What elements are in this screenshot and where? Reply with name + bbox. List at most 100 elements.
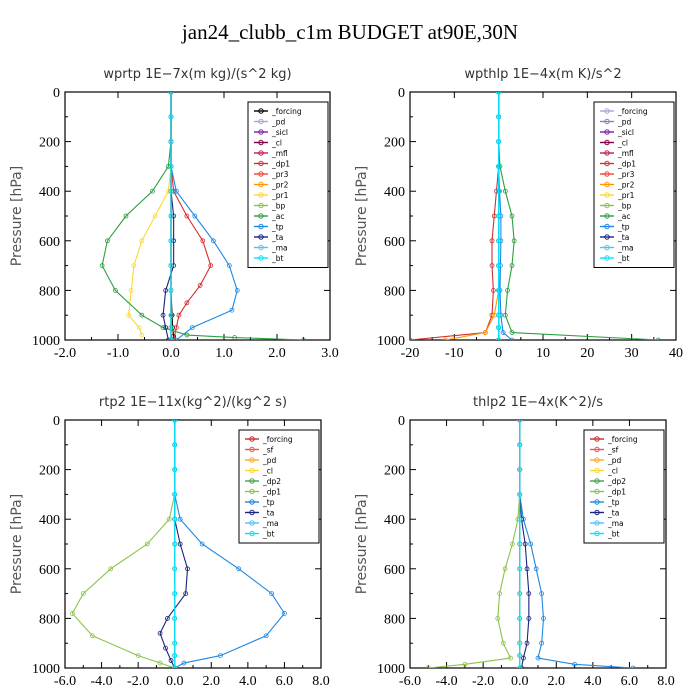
legend-label: _dp1 [617, 160, 636, 169]
legend-label: _tp [607, 498, 620, 507]
x-tick-label: 8.0 [312, 674, 330, 689]
y-tick-label: 0 [398, 414, 405, 429]
series-marker [496, 238, 502, 244]
y-tick-label: 400 [39, 513, 60, 528]
legend-label: _mfl [271, 149, 288, 158]
series-marker [528, 541, 534, 547]
series-marker [482, 330, 488, 335]
legend-label: _forcing [262, 435, 293, 444]
legend-label: _tp [271, 223, 284, 232]
legend-label: _dp1 [262, 488, 281, 497]
y-tick-label: 600 [39, 235, 60, 250]
y-tick-label: 1000 [32, 662, 60, 677]
x-tick-label: -4.0 [90, 674, 112, 689]
series-marker [509, 263, 515, 269]
x-tick-label: -6.0 [399, 674, 421, 689]
series-marker [517, 591, 523, 597]
series-marker [152, 213, 158, 219]
x-tick-label: 4.0 [584, 674, 602, 689]
series-marker [171, 238, 177, 244]
series-marker [197, 283, 203, 288]
legend-marker [594, 478, 600, 484]
y-tick-label: 200 [384, 136, 405, 151]
legend-label: _sf [607, 446, 619, 455]
series-marker [496, 92, 502, 95]
legend-marker [258, 181, 264, 188]
legend-marker [594, 530, 600, 537]
y-tick-label: 200 [39, 136, 60, 151]
legend-marker [604, 118, 610, 125]
series-marker [199, 541, 205, 547]
y-tick-label: 0 [53, 86, 60, 101]
legend-marker [249, 467, 255, 474]
x-tick-label: -2.0 [54, 346, 76, 361]
legend-label: _pd [262, 456, 277, 465]
legend-marker [594, 499, 600, 505]
y-tick-label: 800 [39, 284, 60, 299]
y-axis-label: Pressure [hPa] [9, 494, 25, 594]
legend-label: _ta [262, 509, 274, 518]
y-tick-label: 1000 [377, 334, 405, 349]
legend-label: _dp1 [271, 160, 290, 169]
legend-label: _bp [617, 202, 632, 211]
series-marker [168, 337, 174, 340]
series-marker [112, 287, 118, 293]
series-marker [496, 263, 502, 269]
legend-label: _sf [262, 446, 274, 455]
legend-label: _mfl [617, 149, 634, 158]
series-marker [517, 541, 523, 547]
series-marker [177, 516, 183, 522]
legend-label: _bt [617, 254, 630, 263]
x-tick-label: 2.0 [268, 346, 286, 361]
legend-marker [258, 223, 264, 230]
series-marker [168, 164, 174, 169]
series-marker [172, 615, 178, 621]
legend-marker [604, 255, 610, 261]
series-marker [173, 325, 179, 331]
y-tick-label: 800 [384, 284, 405, 299]
legend-marker [604, 150, 610, 156]
series-marker [80, 591, 86, 597]
legend-label: _pd [607, 456, 622, 465]
x-tick-label: -2.0 [127, 674, 149, 689]
legend-marker [594, 457, 600, 463]
x-tick-label: 40 [669, 346, 683, 361]
series-marker [123, 213, 129, 219]
y-tick-label: 200 [384, 464, 405, 479]
legend-marker [258, 108, 264, 114]
series-marker [171, 213, 177, 219]
series-marker [166, 516, 172, 522]
legend-label: _pr1 [271, 191, 289, 200]
series-marker [144, 541, 150, 547]
series-marker [496, 213, 502, 219]
legend-marker [604, 244, 610, 251]
series-marker [160, 325, 166, 331]
x-tick-label: 0.0 [166, 674, 184, 689]
legend-label: _pr2 [617, 181, 635, 190]
legend-label: _dp2 [262, 477, 281, 486]
series-marker [491, 312, 497, 318]
legend-marker [604, 192, 610, 198]
series-marker [139, 332, 145, 338]
series-marker [200, 238, 206, 244]
series-marker [181, 660, 187, 666]
legend-marker [258, 139, 264, 146]
legend-marker [594, 467, 600, 474]
legend-marker [604, 108, 610, 114]
series-marker [172, 640, 178, 646]
legend-marker [249, 478, 255, 484]
series-marker [508, 655, 513, 661]
chart-panel-wprtp: wprtp 1E−7x(m kg)/(s^2 kg) Pressure [hPa]… [9, 67, 339, 361]
y-tick-label: 400 [39, 185, 60, 200]
legend-marker [258, 160, 264, 167]
legend-label: _cl [617, 139, 628, 148]
series-line-dp1 [428, 420, 521, 668]
y-tick-label: 600 [384, 235, 405, 250]
series-group [69, 420, 287, 668]
series-marker [517, 467, 523, 472]
x-tick-label: 4.0 [239, 674, 257, 689]
series-marker [172, 541, 178, 547]
series-marker [541, 615, 546, 621]
series-marker [192, 213, 198, 219]
series-marker [172, 420, 178, 423]
